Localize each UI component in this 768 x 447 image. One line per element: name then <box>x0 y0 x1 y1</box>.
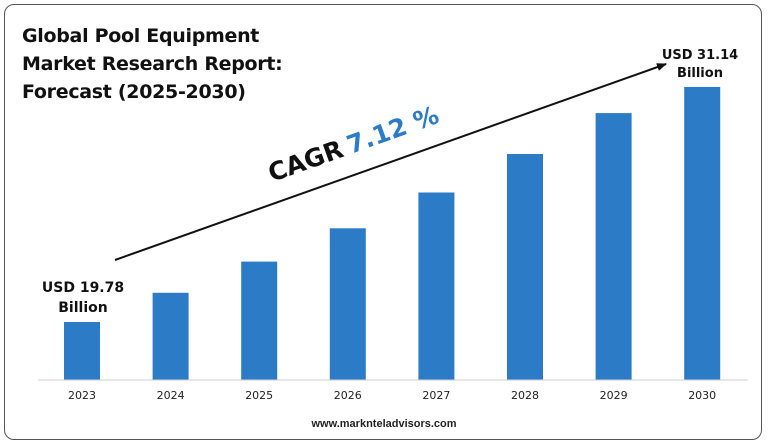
bar-2023 <box>64 322 100 380</box>
bar-2030 <box>684 87 721 380</box>
first-value-label-line1: USD 19.78 <box>42 280 124 296</box>
bars-group <box>64 87 721 380</box>
title-line-3: Forecast (2025-2030) <box>22 81 246 103</box>
first-value-label-line2: Billion <box>58 300 107 316</box>
chart-frame <box>4 4 762 440</box>
x-tick-2027: 2027 <box>422 389 450 402</box>
last-value-label-line1: USD 31.14 <box>662 48 738 63</box>
cagr-label: CAGR <box>264 134 347 187</box>
x-tick-2026: 2026 <box>334 389 362 402</box>
bar-2025 <box>241 261 278 380</box>
x-tick-2023: 2023 <box>68 389 96 402</box>
cagr-value: 7.12 % <box>343 100 443 159</box>
source-url: www.marknteladvisors.com <box>311 418 457 430</box>
title-line-1: Global Pool Equipment <box>22 25 260 47</box>
x-tick-2025: 2025 <box>245 389 273 402</box>
bar-2024 <box>152 292 189 380</box>
bar-2026 <box>329 228 366 380</box>
x-tick-2024: 2024 <box>157 389 185 402</box>
bar-2029 <box>595 113 632 380</box>
x-tick-2028: 2028 <box>511 389 539 402</box>
chart-title: Global Pool Equipment Market Research Re… <box>22 22 283 106</box>
title-line-2: Market Research Report: <box>22 53 283 75</box>
x-tick-2029: 2029 <box>600 389 628 402</box>
x-tick-2030: 2030 <box>688 389 716 402</box>
bar-2027 <box>418 192 455 380</box>
bar-2028 <box>507 154 543 380</box>
last-value-label-line2: Billion <box>677 66 723 81</box>
x-tick-labels: 2023 2024 2025 2026 2027 2028 2029 2030 <box>68 389 716 402</box>
trend-arrow <box>114 63 667 261</box>
